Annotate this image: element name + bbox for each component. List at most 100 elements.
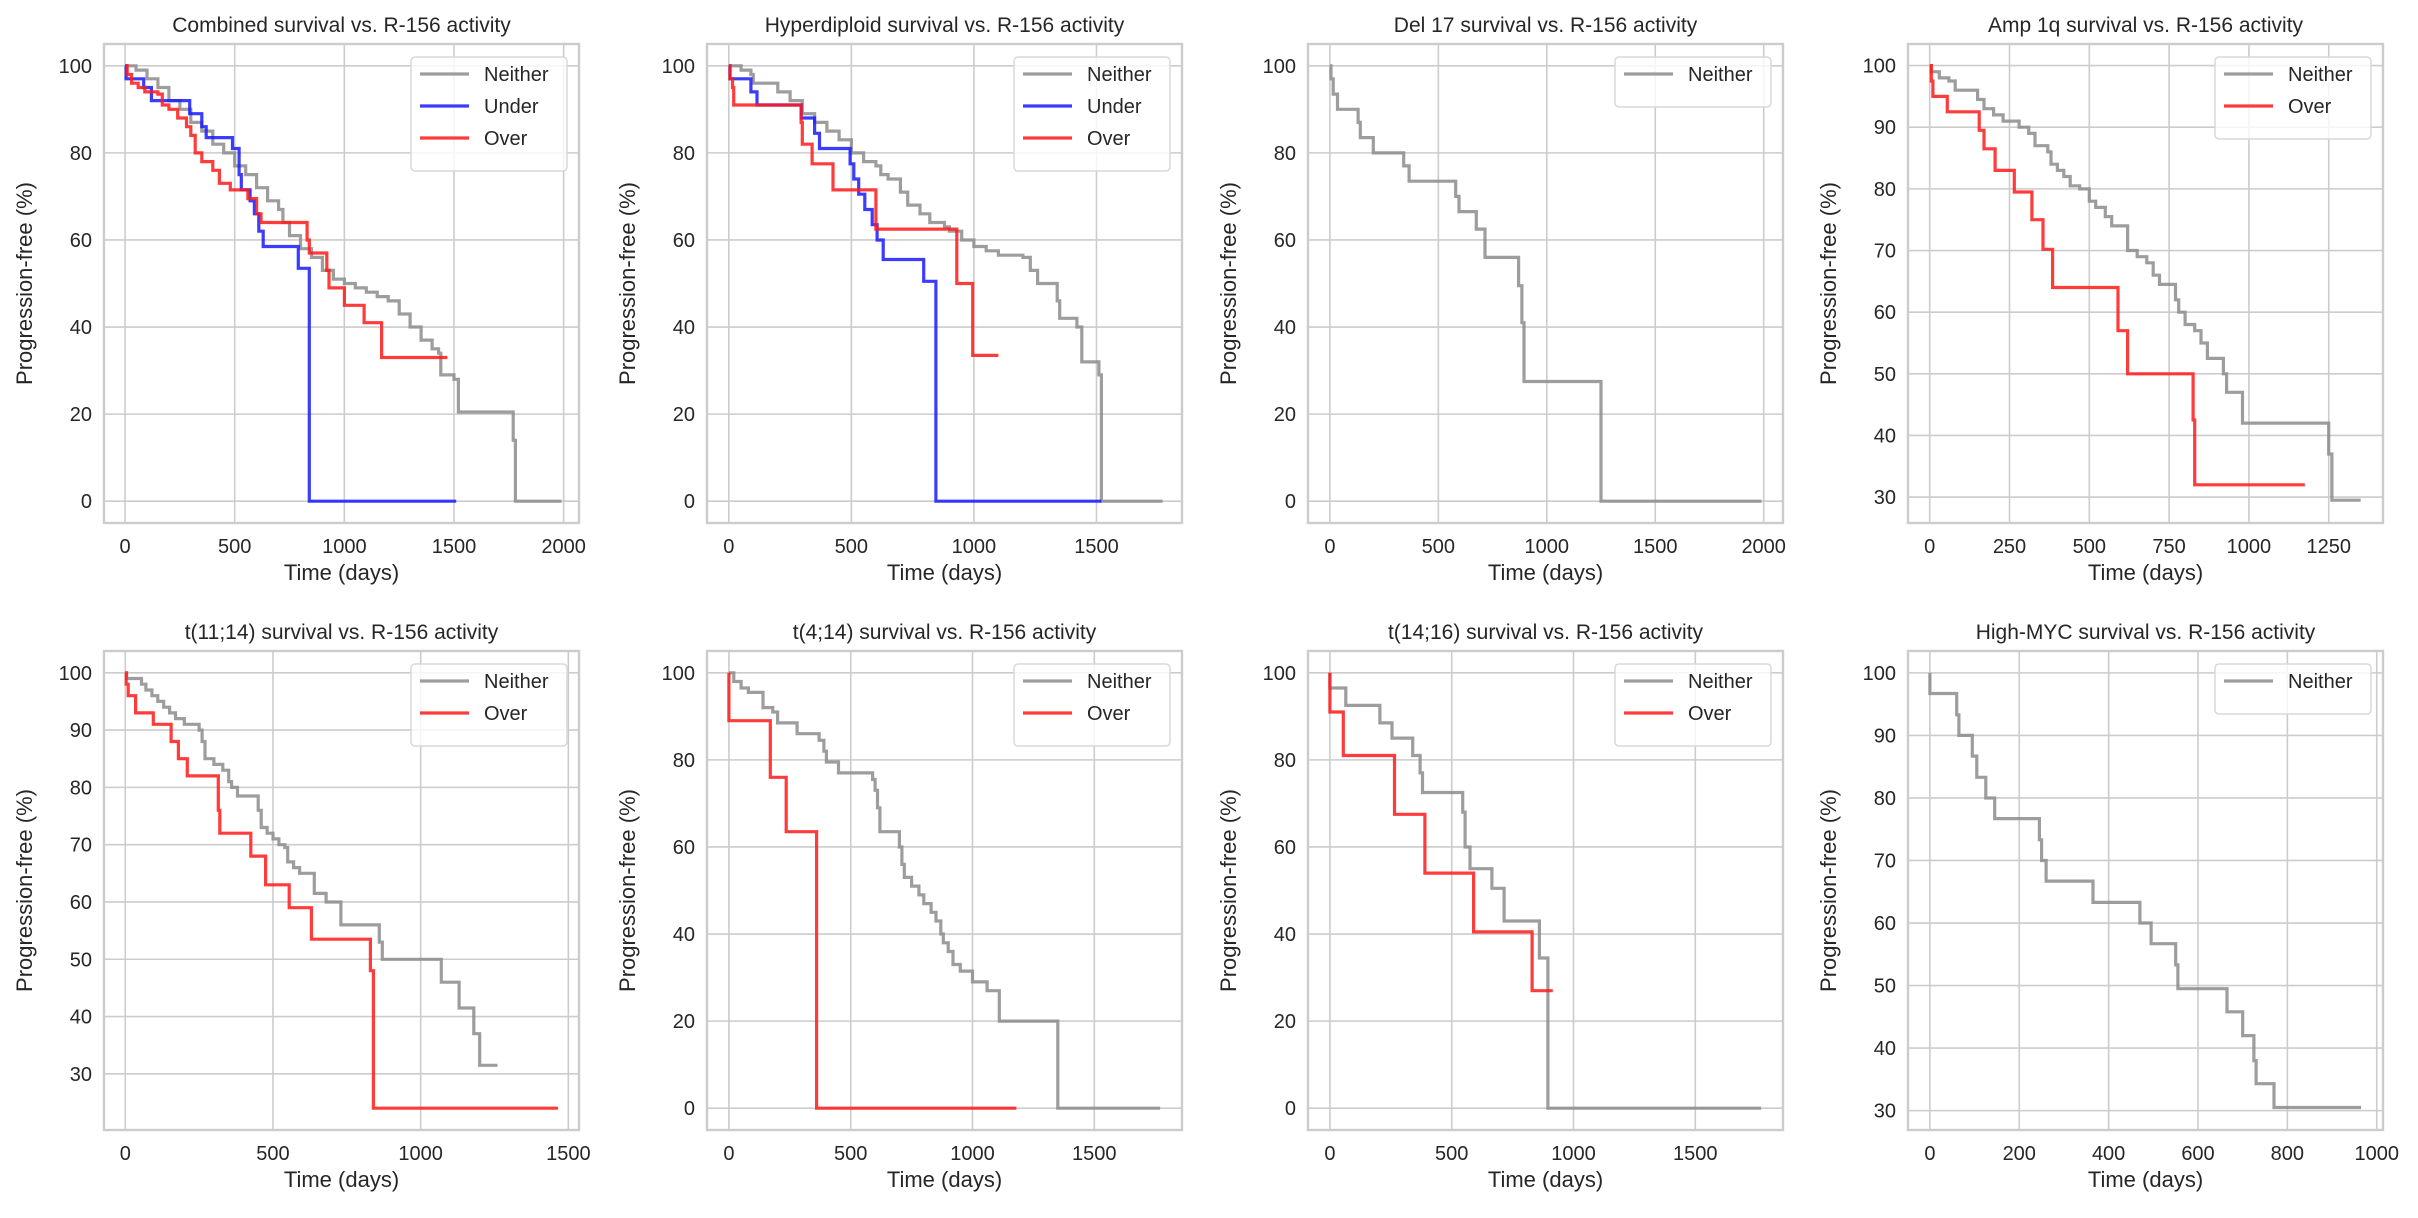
plot-area: [1308, 44, 1783, 523]
legend-label: Over: [2288, 96, 2332, 118]
x-tick-label: 0: [1924, 1143, 1935, 1165]
x-tick-label: 1000: [1525, 536, 1570, 558]
y-tick-label: 100: [662, 663, 695, 685]
x-tick-label: 750: [2152, 536, 2185, 558]
axes-frame: [705, 649, 1184, 1132]
x-tick-label: 1000: [1551, 1143, 1596, 1165]
legend: Neither Under Over: [410, 56, 568, 172]
x-axis-label: Time (days): [1488, 1167, 1603, 1192]
legend-label: Neither: [484, 671, 549, 693]
y-tick-label: 40: [70, 1007, 92, 1029]
legend-box: [410, 663, 568, 747]
x-tick-label: 2000: [1741, 536, 1786, 558]
subplot-title: High-MYC survival vs. R-156 activity: [1976, 621, 2316, 644]
subplot-2: 0 500 1000 1500 2000 0 20 40 60 80 100 Del 17 survi…: [1216, 14, 1786, 585]
y-tick-label: 40: [673, 924, 695, 946]
x-tick-label: 200: [2003, 1143, 2036, 1165]
series-line-over: [728, 64, 999, 357]
y-axis-label: Progression-free (%): [12, 182, 37, 385]
axes-frame: [1906, 649, 2385, 1132]
x-axis-label: Time (days): [284, 1167, 399, 1192]
series-line-neither: [728, 64, 1163, 503]
series-line-neither: [728, 671, 1161, 1110]
y-tick-label: 50: [1874, 364, 1896, 386]
y-tick-label: 40: [1874, 425, 1896, 447]
legend-label: Over: [1688, 703, 1732, 725]
y-tick-label: 90: [70, 720, 92, 742]
y-tick-label: 0: [1285, 491, 1296, 513]
legend: Neither Over: [1614, 663, 1772, 747]
subplot-title: t(4;14) survival vs. R-156 activity: [793, 621, 1097, 644]
x-tick-label: 500: [1435, 1143, 1468, 1165]
x-tick-label: 1000: [952, 536, 997, 558]
y-tick-label: 80: [673, 143, 695, 165]
y-tick-label: 80: [673, 750, 695, 772]
x-tick-label: 500: [1422, 536, 1455, 558]
x-tick-label: 500: [256, 1143, 289, 1165]
legend-label: Under: [1087, 96, 1142, 118]
x-tick-label: 1500: [1633, 536, 1678, 558]
series-line-neither: [1329, 64, 1762, 503]
subplot-7: 0 200 400 600 800 1000 30 40 50 60 70 80 90 100 High-M…: [1816, 621, 2399, 1192]
y-axis-label: Progression-free (%): [1216, 789, 1241, 992]
legend-box: [1614, 663, 1772, 747]
y-tick-label: 0: [1285, 1098, 1296, 1120]
legend: Neither Over: [1013, 663, 1171, 747]
axes-frame: [1906, 42, 2385, 525]
y-tick-label: 40: [1874, 1038, 1896, 1060]
legend-label: Neither: [1688, 64, 1753, 86]
x-tick-label: 800: [2271, 1143, 2304, 1165]
y-tick-label: 80: [1274, 750, 1296, 772]
y-tick-label: 100: [59, 663, 92, 685]
x-axis-label: Time (days): [284, 560, 399, 585]
x-tick-label: 1500: [1074, 536, 1119, 558]
legend-box: [1013, 663, 1171, 747]
legend-label: Neither: [484, 64, 549, 86]
subplot-title: Hyperdiploid survival vs. R-156 activity: [765, 14, 1125, 37]
x-tick-label: 500: [2073, 536, 2106, 558]
x-tick-label: 1500: [1673, 1143, 1718, 1165]
x-tick-label: 1250: [2306, 536, 2351, 558]
legend-box: [1013, 56, 1171, 172]
x-tick-label: 250: [1993, 536, 2026, 558]
y-tick-label: 70: [1874, 241, 1896, 263]
x-tick-label: 1000: [950, 1143, 995, 1165]
series-line-over: [727, 672, 1017, 1110]
legend: Neither Over: [410, 663, 568, 747]
subplot-title: t(14;16) survival vs. R-156 activity: [1388, 621, 1704, 644]
legend-box: [1614, 56, 1772, 108]
x-tick-label: 0: [119, 536, 130, 558]
legend: Neither: [1614, 56, 1772, 108]
x-tick-label: 500: [834, 1143, 867, 1165]
y-axis-label: Progression-free (%): [12, 789, 37, 992]
series-line-over: [1929, 63, 2305, 487]
series-line-over: [125, 64, 448, 360]
subplot-3: 0 250 500 750 1000 1250 30 40 50 60 70 80 90 100 Amp 1…: [1816, 14, 2385, 585]
y-tick-label: 20: [70, 404, 92, 426]
x-axis-label: Time (days): [887, 1167, 1002, 1192]
subplot-title: t(11;14) survival vs. R-156 activity: [185, 621, 499, 644]
legend-label: Over: [484, 703, 528, 725]
x-axis-label: Time (days): [1488, 560, 1603, 585]
y-tick-label: 60: [70, 230, 92, 252]
y-tick-label: 60: [1874, 302, 1896, 324]
y-tick-label: 60: [70, 892, 92, 914]
x-tick-label: 0: [1324, 536, 1335, 558]
x-axis-label: Time (days): [2088, 1167, 2203, 1192]
y-tick-label: 80: [1874, 179, 1896, 201]
x-tick-label: 1500: [546, 1143, 591, 1165]
y-tick-label: 40: [1274, 924, 1296, 946]
legend-label: Over: [484, 128, 528, 150]
legend-label: Neither: [2288, 64, 2353, 86]
axes-frame: [705, 42, 1184, 525]
y-tick-label: 100: [1263, 56, 1296, 78]
series-line-neither: [1929, 63, 2361, 502]
series-line-neither: [1328, 672, 1762, 1110]
y-tick-label: 100: [1263, 663, 1296, 685]
y-tick-label: 60: [1274, 230, 1296, 252]
y-tick-label: 0: [684, 491, 695, 513]
x-tick-label: 500: [218, 536, 251, 558]
y-tick-label: 80: [70, 143, 92, 165]
y-axis-label: Progression-free (%): [1816, 789, 1841, 992]
